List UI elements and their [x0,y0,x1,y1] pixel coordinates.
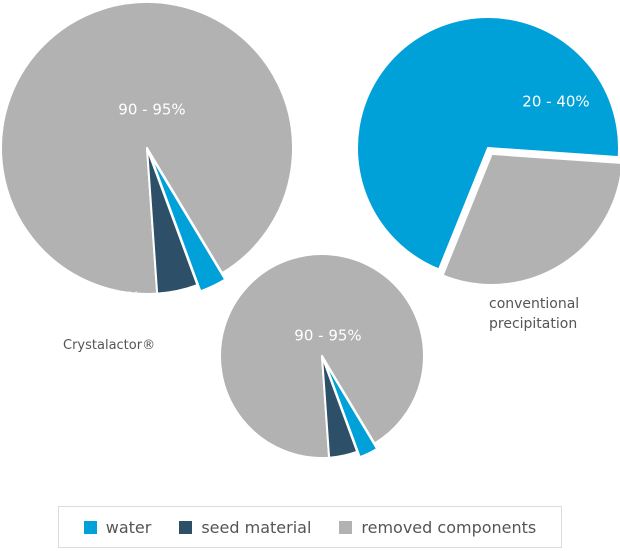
legend-swatch-water [83,520,97,534]
pie-data-label: 90 - 95% [294,327,361,345]
legend-label-seed-material: seed material [201,517,312,537]
pie-slice-water [356,16,620,271]
pie-slice-seed-material [146,147,199,295]
pie-caption-conventional-precipitation: conventional precipitation [489,296,580,332]
legend-swatch-seed-material [179,520,193,534]
legend: water seed material removed components [58,506,562,548]
pie-chart-1: 90 - 95% 1 - 5% [0,0,295,307]
legend-label-water: water [105,517,152,537]
pie-chart-3: 20 - 40% [356,16,620,286]
pie-caption-crystalactor: Crystalactor® [63,338,156,353]
pie-slice-water [323,360,379,459]
pie-slice-removed-components [441,152,620,286]
pie-data-label: 20 - 40% [522,93,589,111]
legend-item-removed-components: removed components [339,518,536,537]
legend-item-seed-material: seed material [179,518,311,537]
legend-swatch-removed-components [339,520,353,534]
pie-slice-seed-material [321,355,359,459]
pie-slice-water [149,153,227,293]
pie-data-label: 1 - 5% [92,289,140,307]
legend-label-removed-components: removed components [361,517,537,537]
pie-chart-2: 90 - 95% [218,253,425,459]
pie-data-label: 90 - 95% [118,101,185,119]
legend-item-water: water [83,517,152,537]
